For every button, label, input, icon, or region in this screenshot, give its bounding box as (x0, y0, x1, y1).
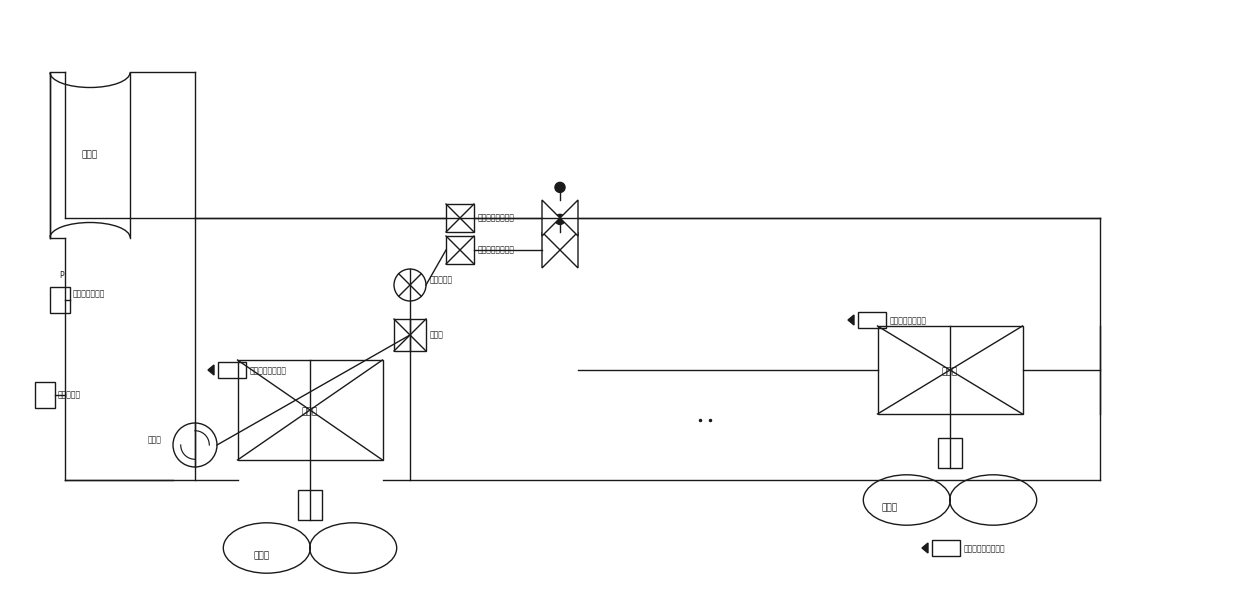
Text: 内风机: 内风机 (882, 504, 898, 513)
Bar (932, 540, 960, 556)
Bar (446, 236, 474, 264)
Bar (298, 490, 322, 520)
Bar (858, 312, 887, 328)
Text: 电子膨胀阀: 电子膨胀阀 (430, 276, 453, 285)
Bar (446, 204, 474, 232)
Text: 压缩机: 压缩机 (82, 150, 98, 159)
Text: 液管过冷度传感器: 液管过冷度传感器 (477, 246, 515, 255)
Bar (35, 382, 55, 408)
Polygon shape (923, 543, 928, 553)
Text: 高压传感器: 高压传感器 (58, 391, 81, 400)
Bar (878, 326, 1023, 414)
Circle shape (556, 182, 565, 192)
Text: 室内风机运行传感器: 室内风机运行传感器 (963, 544, 1006, 553)
Polygon shape (848, 315, 854, 325)
Bar (50, 287, 69, 313)
Text: 四通阀: 四通阀 (148, 435, 162, 444)
Text: 蒸发器: 蒸发器 (942, 368, 959, 377)
Circle shape (556, 214, 565, 225)
Bar (238, 360, 382, 460)
Text: 冷凝器: 冷凝器 (301, 407, 319, 416)
Text: 外环境温度传感器: 外环境温度传感器 (250, 367, 286, 376)
Text: 外风机: 外风机 (254, 552, 270, 561)
Polygon shape (560, 200, 578, 236)
Bar (218, 362, 246, 378)
Polygon shape (542, 232, 560, 268)
Text: P: P (60, 271, 64, 280)
Text: 止回阀: 止回阀 (430, 331, 444, 340)
Polygon shape (542, 200, 560, 236)
Polygon shape (208, 365, 215, 375)
Bar (937, 438, 962, 468)
Text: 内环境温度传感器: 内环境温度传感器 (890, 316, 928, 325)
Text: 气管过冷度传感器: 气管过冷度传感器 (477, 213, 515, 222)
Bar (394, 319, 427, 351)
Text: 排气温度传感器: 排气温度传感器 (73, 289, 105, 298)
Polygon shape (560, 232, 578, 268)
